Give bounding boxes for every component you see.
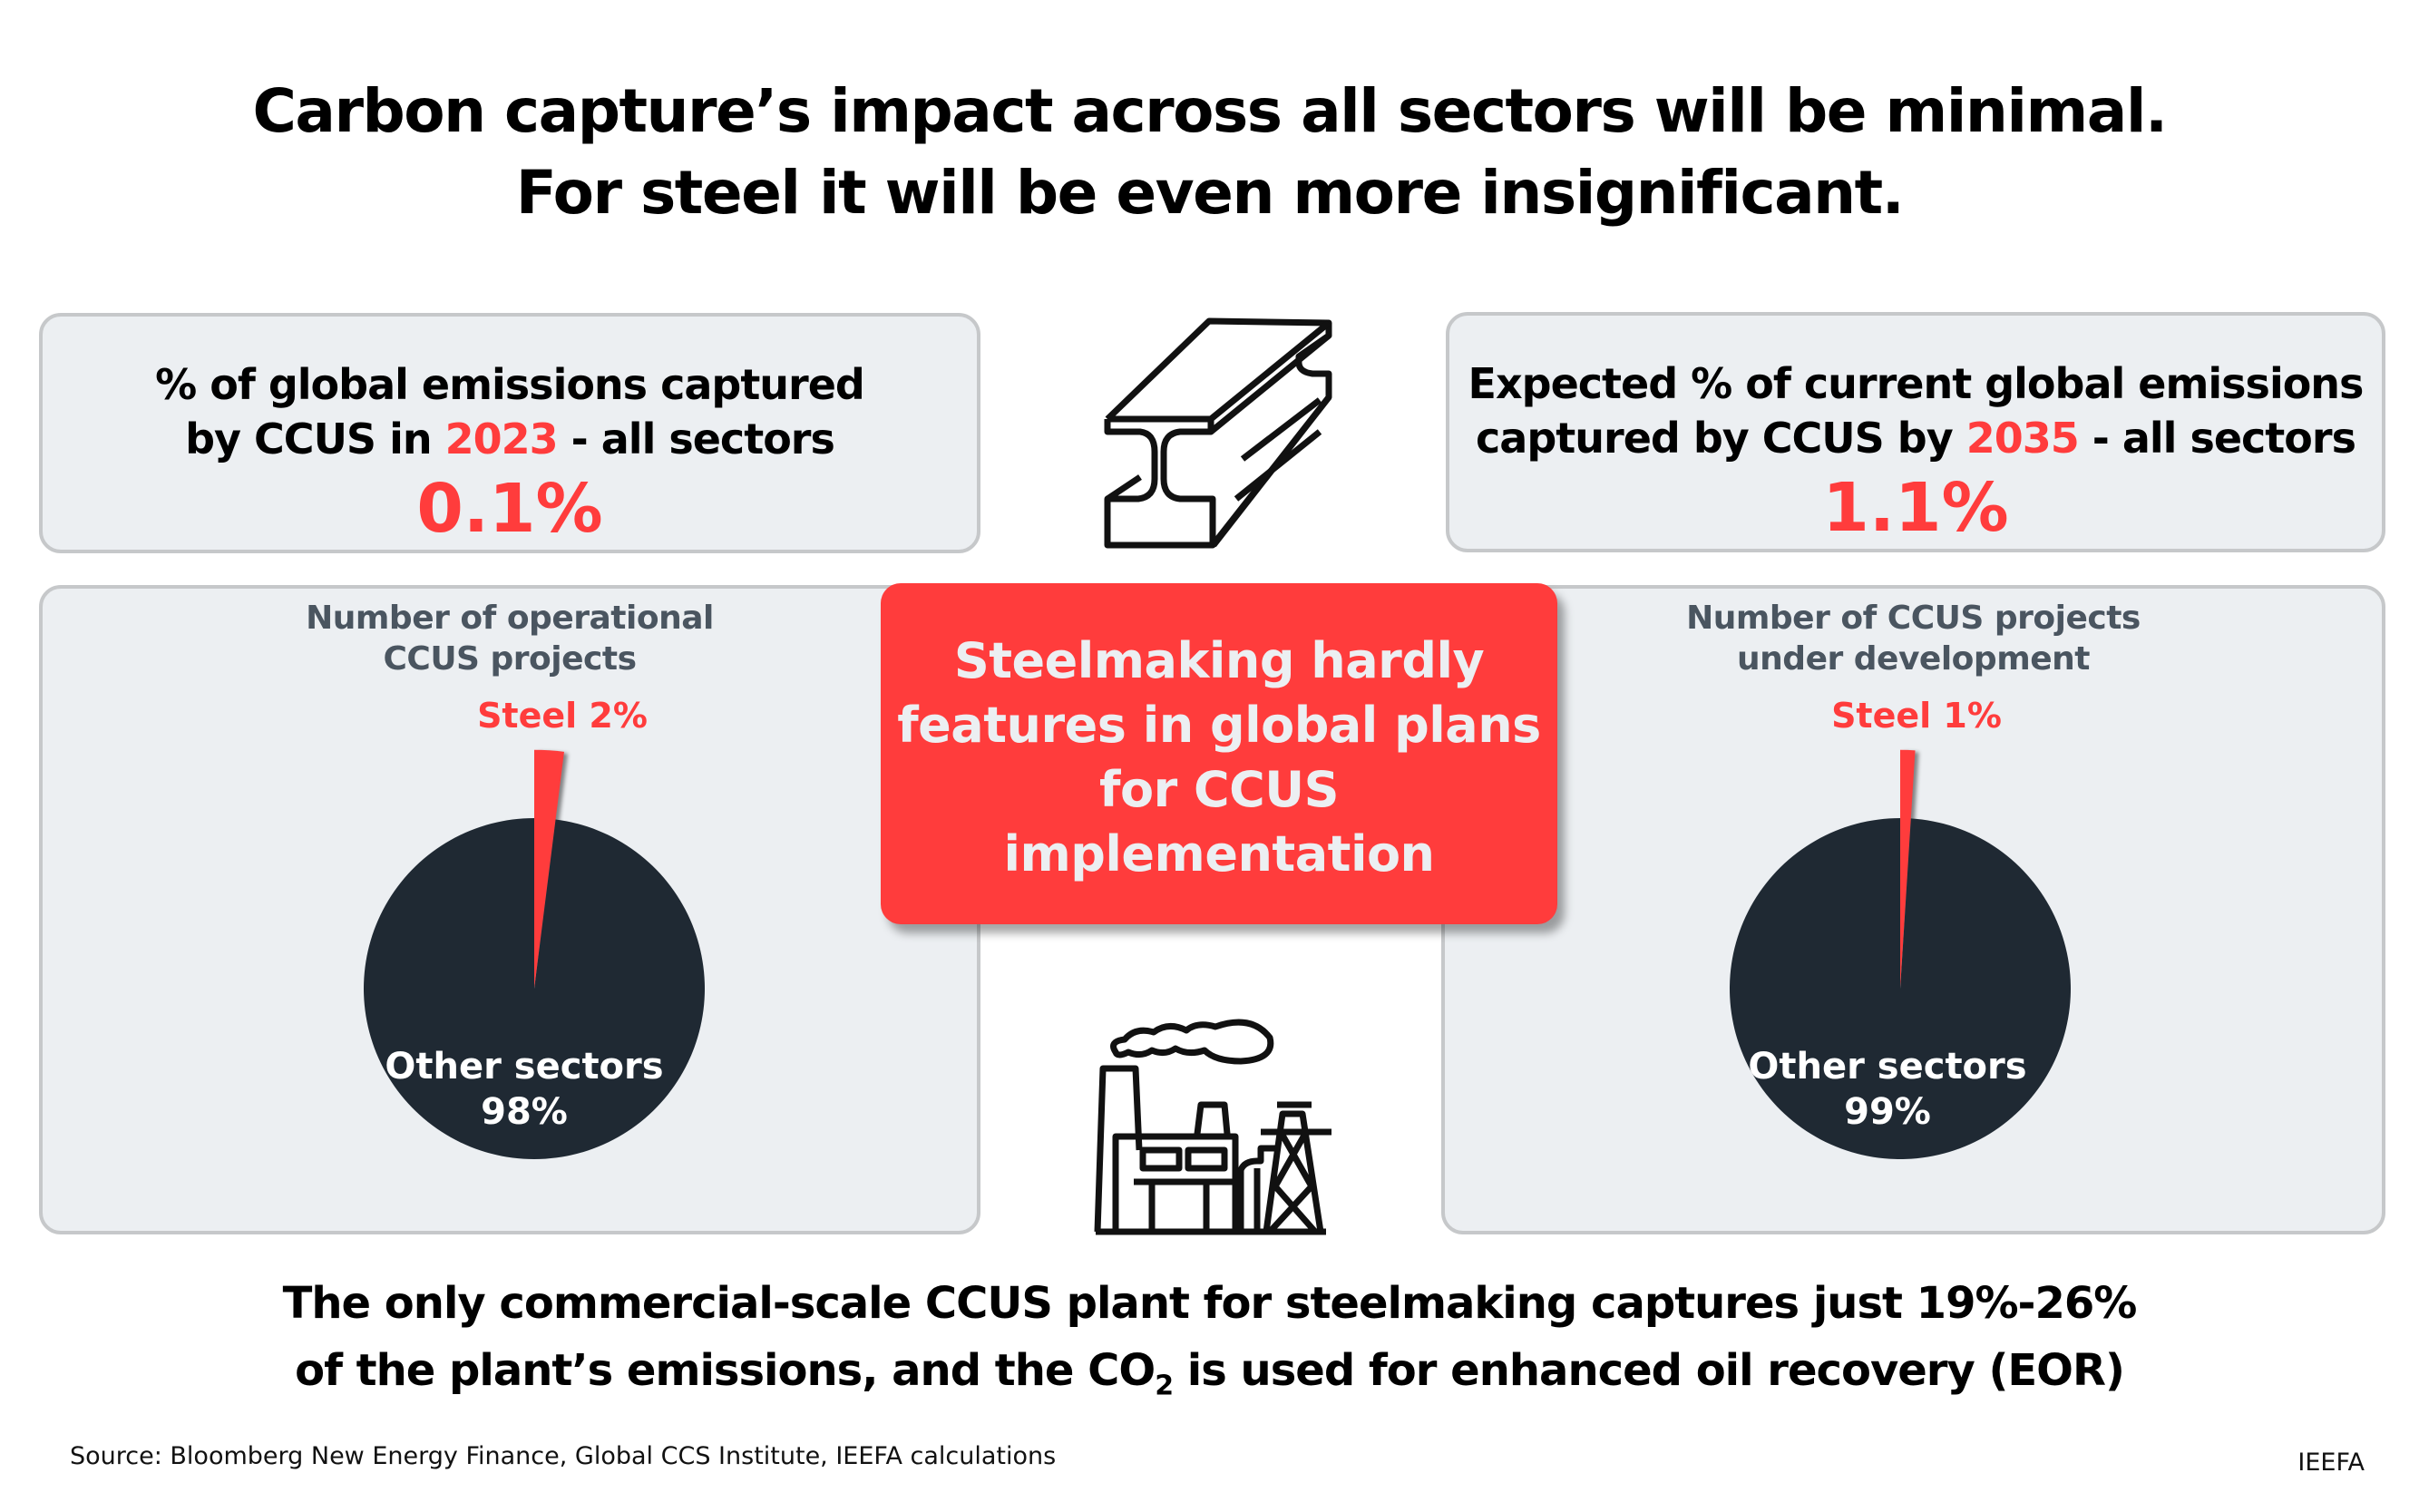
footnote-text: is used for enhanced oil recovery (EOR)	[1173, 1345, 2125, 1396]
pie-slice-other-sectors	[363, 818, 705, 1159]
headline-line-2: For steel it will be even more insignifi…	[515, 158, 1905, 228]
footnote-line-2: of the plant’s emissions, and the CO2 is…	[0, 1337, 2419, 1420]
callout-line: Steelmaking hardly	[953, 632, 1485, 689]
stat-title-text: - all sectors	[2078, 414, 2356, 463]
other-sectors-value: 98%	[481, 1091, 568, 1133]
stat-title-line2: by CCUS in 2023 - all sectors	[43, 412, 977, 466]
stat-box-2035: Expected % of current global emissions c…	[1446, 312, 2385, 552]
pie-panel-operational: Number of operational CCUS projects Stee…	[39, 585, 980, 1234]
stat-year: 2023	[444, 415, 559, 463]
pie-slice-other-sectors	[1730, 818, 2071, 1159]
footnote-line-1: The only commercial-scale CCUS plant for…	[282, 1278, 2138, 1329]
other-sectors-value: 99%	[1844, 1091, 1931, 1133]
other-sectors-label: Other sectors	[1748, 1046, 2027, 1088]
callout-line: implementation	[1003, 825, 1435, 883]
other-sectors-label: Other sectors	[385, 1046, 664, 1088]
pie-title-line1: Number of operational	[306, 600, 714, 637]
callout-text: Steelmaking hardly features in global pl…	[881, 629, 1557, 886]
callout-line: for CCUS	[1098, 761, 1340, 818]
steel-slice-label: Steel 1%	[1831, 696, 2002, 736]
source-note: Source: Bloomberg New Energy Finance, Gl…	[70, 1442, 1057, 1470]
callout-box: Steelmaking hardly features in global pl…	[881, 583, 1557, 924]
pie-title-line2: CCUS projects	[383, 640, 637, 678]
pie-panel-development: Number of CCUS projects under developmen…	[1441, 585, 2385, 1234]
brand-label: IEEFA	[2297, 1449, 2365, 1477]
stat-value: 0.1%	[416, 470, 603, 548]
factory-icon	[1094, 1019, 1331, 1235]
stat-year: 2035	[1965, 414, 2080, 463]
pie-title-line1: Number of CCUS projects	[1686, 600, 2141, 637]
stat-title-line1: Expected % of current global emissions	[1468, 359, 2365, 408]
pie-slice-steel	[534, 749, 564, 989]
callout-line: features in global plans	[897, 697, 1541, 754]
stat-title-line1: % of global emissions captured	[155, 360, 865, 409]
stat-title-text: captured by CCUS by	[1476, 414, 1966, 463]
stat-value: 1.1%	[1822, 469, 2009, 547]
stat-title-text: by CCUS in	[185, 415, 445, 463]
stat-title-text: - all sectors	[557, 415, 835, 463]
footnote-text: of the plant’s emissions, and the CO	[295, 1345, 1156, 1396]
steel-i-beam-icon	[1104, 317, 1332, 549]
steel-slice-label: Steel 2%	[477, 696, 648, 736]
pie-title-line2: under development	[1737, 640, 2090, 678]
pie-chart-development	[1730, 749, 2071, 1159]
stat-title-line2: captured by CCUS by 2035 - all sectors	[1449, 411, 2382, 465]
pie-slice-steel	[1900, 749, 1916, 989]
headline-line-1: Carbon capture’s impact across all secto…	[252, 76, 2168, 146]
stat-box-2023: % of global emissions captured by CCUS i…	[39, 313, 980, 553]
pie-chart-operational	[363, 749, 705, 1159]
co2-subscript: 2	[1155, 1370, 1174, 1402]
